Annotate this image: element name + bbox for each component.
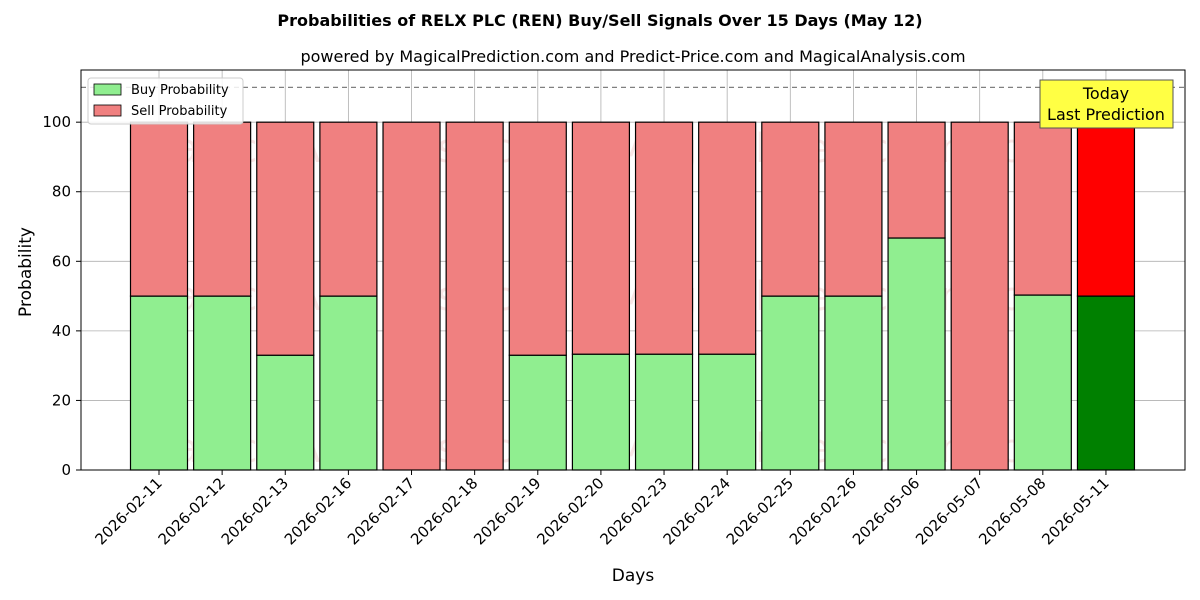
bar-sell (824, 121, 883, 297)
annotation-box (1039, 79, 1174, 129)
bar-buy (761, 295, 820, 471)
bar-sell (319, 121, 378, 297)
bar-sell (129, 121, 189, 297)
bar-buy (256, 354, 315, 471)
bar-sell (1076, 121, 1136, 297)
y-tick-label: 100 (42, 113, 71, 131)
chart-title: Probabilities of RELX PLC (REN) Buy/Sell… (277, 11, 922, 30)
legend-swatch-sell (93, 104, 122, 117)
plot-frame (80, 69, 1186, 471)
bar-sell (508, 121, 567, 356)
bar-buy (824, 295, 883, 471)
x-tick-label: 2026-02-25 (723, 474, 797, 548)
bar-sell (256, 121, 315, 356)
x-tick-label: 2026-02-12 (155, 474, 229, 548)
legend-swatch-buy (93, 83, 122, 96)
bar-buy (1076, 295, 1136, 471)
legend-box (87, 77, 244, 125)
x-tick-label: 2026-05-11 (1038, 474, 1112, 548)
bar-buy (634, 353, 694, 471)
legend-label-buy: Buy Probability (131, 83, 229, 98)
x-tick-label: 2026-02-26 (786, 474, 860, 548)
bars-layer (129, 121, 1136, 471)
bar-buy (193, 295, 252, 471)
bar-sell (445, 121, 504, 471)
x-tick-label: 2026-02-23 (596, 474, 670, 548)
bar-buy (698, 353, 757, 471)
x-tick-label: 2026-05-07 (912, 474, 986, 548)
annotation-line-1: Today (1082, 84, 1129, 103)
y-axis-label: Probability (16, 227, 36, 317)
y-tick-label: 80 (52, 183, 71, 201)
bar-sell (634, 121, 694, 355)
x-ticks: 2026-02-112026-02-122026-02-132026-02-16… (91, 470, 1113, 548)
y-tick-label: 20 (52, 391, 71, 409)
x-tick-label: 2026-02-18 (407, 474, 481, 548)
bar-sell (887, 121, 946, 239)
x-tick-label: 2026-02-13 (218, 474, 292, 548)
bar-buy (887, 237, 946, 471)
y-tick-label: 60 (52, 252, 71, 270)
x-axis-label: Days (612, 566, 655, 586)
bar-buy (508, 354, 567, 471)
bar-buy (129, 295, 189, 471)
bar-sell (1013, 121, 1072, 296)
x-tick-label: 2026-02-11 (91, 474, 165, 548)
bar-buy (1013, 294, 1072, 471)
today-annotation: Today Last Prediction (1039, 79, 1174, 129)
y-ticks: 0 20 40 60 80 100 (42, 113, 81, 479)
y-tick-label: 0 (61, 461, 71, 479)
bar-sell (571, 121, 631, 355)
x-tick-label: 2026-05-08 (975, 474, 1049, 548)
bar-sell (761, 121, 820, 297)
bar-buy (571, 353, 631, 471)
bar-sell (193, 121, 252, 297)
x-tick-label: 2026-05-06 (849, 474, 923, 548)
legend-label-sell: Sell Probability (131, 104, 228, 119)
x-tick-label: 2026-02-17 (344, 474, 418, 548)
x-tick-label: 2026-02-24 (660, 474, 734, 548)
chart-subtitle: powered by MagicalPrediction.com and Pre… (300, 47, 965, 66)
bar-buy (319, 295, 378, 471)
legend: Buy Probability Sell Probability (87, 77, 244, 125)
bar-sell (698, 121, 757, 355)
bar-sell (382, 121, 441, 471)
x-tick-label: 2026-02-20 (533, 474, 607, 548)
x-tick-label: 2026-02-16 (281, 474, 355, 548)
annotation-line-2: Last Prediction (1047, 105, 1165, 124)
bar-sell (950, 121, 1009, 471)
x-tick-label: 2026-02-19 (470, 474, 544, 548)
y-tick-label: 40 (52, 322, 71, 340)
